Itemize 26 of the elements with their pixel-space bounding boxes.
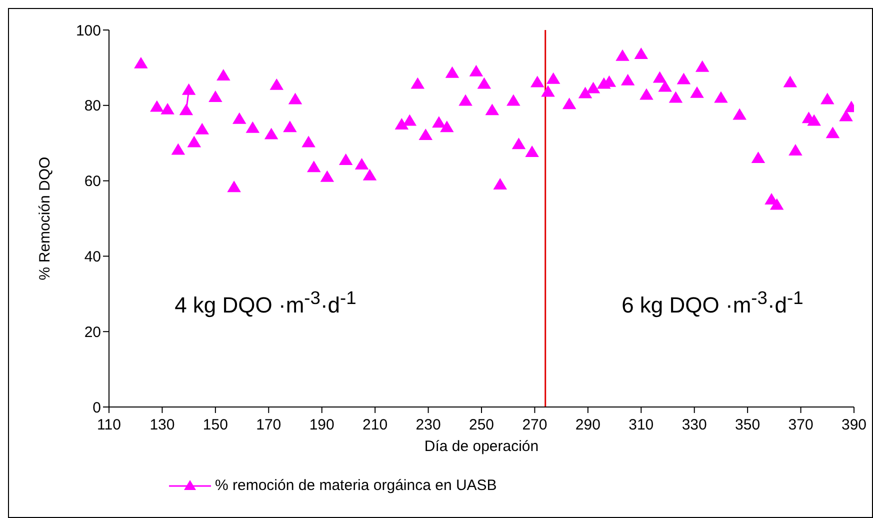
- annotation: 6 kg DQO ·m$^{-3}$·d$^{-1}$: [622, 287, 804, 319]
- x-tick-label: 130: [150, 416, 175, 434]
- y-tick-label: 60: [84, 173, 101, 190]
- x-tick-label: 350: [735, 416, 760, 434]
- x-tick-label: 390: [841, 416, 867, 434]
- y-tick-label: 0: [92, 399, 101, 416]
- x-tick-label: 170: [256, 416, 282, 434]
- x-tick-label: 150: [202, 416, 228, 434]
- x-tick-label: 270: [522, 416, 548, 434]
- x-tick-label: 310: [628, 416, 654, 434]
- x-tick-label: 330: [682, 416, 707, 434]
- y-tick-label: 20: [84, 324, 101, 341]
- x-tick-label: 230: [416, 416, 441, 434]
- x-tick-label: 190: [309, 416, 334, 434]
- y-tick-label: 80: [84, 98, 101, 115]
- x-tick-label: 250: [468, 416, 494, 434]
- y-axis-title: % Remoción DQO: [36, 156, 54, 280]
- x-tick-label: 210: [362, 416, 388, 434]
- y-tick-label: 40: [84, 248, 101, 266]
- annotation: 4 kg DQO ·m$^{-3}$·d$^{-1}$: [174, 287, 356, 319]
- x-axis-title: Día de operación: [424, 438, 539, 455]
- x-tick-label: 370: [788, 416, 814, 434]
- legend-label: % remoción de materia orgáinca en UASB: [215, 477, 497, 494]
- y-tick-label: 100: [76, 22, 101, 40]
- x-tick-label: 290: [575, 416, 600, 434]
- x-tick-label: 110: [97, 416, 121, 434]
